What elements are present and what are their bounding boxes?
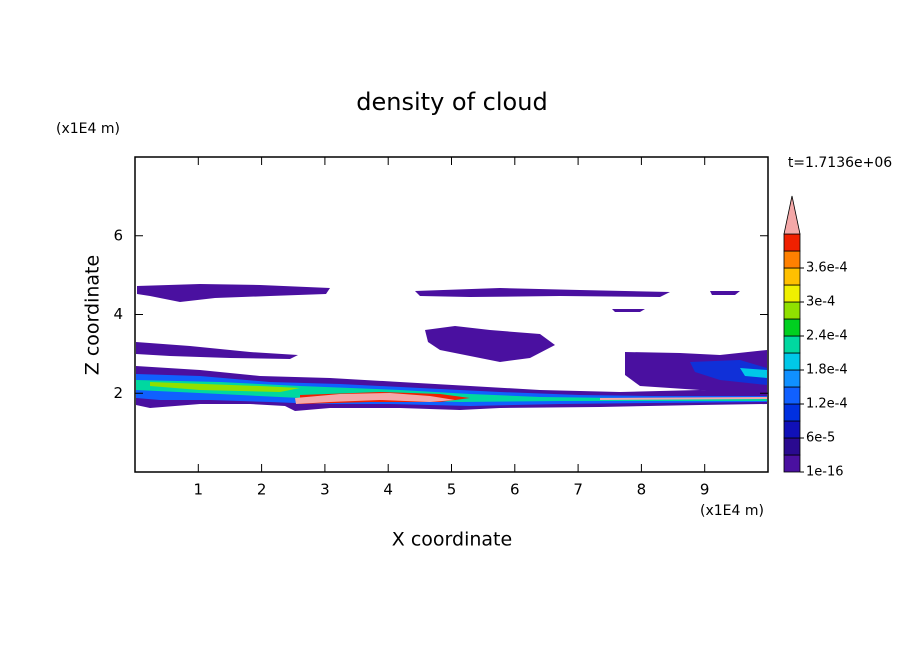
x-tick-label: 2 [257, 481, 267, 499]
x-tick-label: 5 [447, 481, 457, 499]
colorbar-tick-label: 6e-5 [806, 431, 835, 446]
x-tick-label: 7 [573, 481, 583, 499]
cloud-field [136, 284, 767, 411]
colorbar-overflow [783, 195, 801, 235]
y-tick-label: 6 [113, 226, 123, 244]
cloud-region [612, 309, 645, 312]
cloud-region [136, 380, 767, 402]
colorbar-band [783, 267, 801, 286]
colorbar-band [783, 301, 801, 320]
cloud-region [150, 382, 300, 392]
x-tick-label: 1 [194, 481, 204, 499]
colorbar-band [783, 369, 801, 388]
cloud-region [415, 288, 670, 297]
cloud-region [710, 291, 740, 295]
colorbar-band [783, 335, 801, 354]
colorbar-tick-label: 1.8e-4 [806, 363, 848, 378]
colorbar-tick-label: 1e-16 [806, 465, 844, 480]
colorbar-tick-label: 2.4e-4 [806, 329, 848, 344]
y-unit: (x1E4 m) [56, 121, 120, 137]
colorbar-band [783, 250, 801, 269]
colorbar-band [783, 352, 801, 371]
y-tick-label: 4 [113, 305, 123, 323]
cloud-region [690, 360, 767, 385]
y-axis-label: Z coordinate [82, 255, 104, 375]
colorbar-band [783, 386, 801, 405]
x-tick-label: 8 [637, 481, 647, 499]
colorbar-band [783, 403, 801, 422]
cloud-region [600, 397, 767, 400]
x-tick-label: 3 [320, 481, 330, 499]
cloud-region [295, 393, 455, 404]
colorbar-band [783, 318, 801, 337]
colorbar-tick-label: 1.2e-4 [806, 397, 848, 412]
x-unit: (x1E4 m) [700, 503, 764, 519]
colorbar-band [783, 437, 801, 456]
colorbar-band [783, 420, 801, 439]
x-axis-label: X coordinate [392, 529, 512, 551]
time-label: t=1.7136e+06 [788, 155, 892, 171]
plot-frame [134, 156, 769, 473]
colorbar-band [783, 284, 801, 303]
colorbar-band [783, 454, 801, 473]
cloud-region [137, 284, 330, 302]
colorbar-tick-label: 3.6e-4 [806, 261, 848, 276]
cloud-region [740, 368, 767, 378]
colorbar-band [783, 233, 801, 252]
x-tick-label: 4 [383, 481, 393, 499]
y-tick-label: 2 [113, 384, 123, 402]
cloud-region [425, 326, 555, 362]
cloud-region [136, 342, 298, 359]
chart-title: density of cloud [356, 88, 547, 116]
colorbar-tick-label: 3e-4 [806, 295, 835, 310]
x-tick-label: 6 [510, 481, 520, 499]
x-tick-label: 9 [700, 481, 710, 499]
